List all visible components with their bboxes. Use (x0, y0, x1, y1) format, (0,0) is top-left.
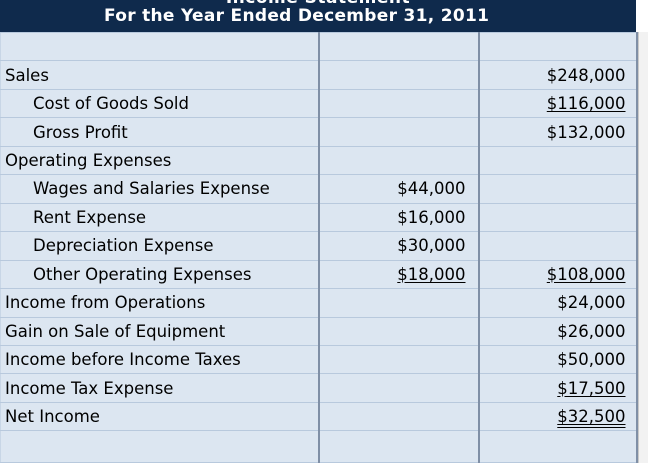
mid-amount[interactable]: $16,000 (317, 202, 479, 233)
table-row: Gain on Sale of Equipment $26,000 (0, 316, 638, 346)
total-amount[interactable] (477, 231, 638, 261)
row-label[interactable]: Sales (0, 60, 319, 90)
mid-amount[interactable] (317, 31, 479, 62)
total-amount[interactable]: $32,500 (477, 401, 638, 432)
table-row: Income from Operations $24,000 (0, 288, 638, 318)
amount-text: $108,000 (546, 264, 626, 284)
row-label[interactable]: Depreciation Expense (0, 231, 319, 261)
mid-amount[interactable] (317, 145, 479, 176)
mid-amount[interactable] (317, 344, 479, 375)
table-row: Wages and Salaries Expense $44,000 (0, 174, 638, 204)
row-label[interactable]: Other Operating Expenses (0, 259, 319, 290)
table-row: Rent Expense $16,000 (0, 202, 638, 233)
statement-period: For the Year Ended December 31, 2011 (104, 6, 490, 26)
mid-amount[interactable] (317, 60, 479, 90)
mid-amount[interactable] (317, 88, 479, 119)
table-row (0, 430, 638, 463)
table-row: Sales $248,000 (0, 60, 638, 90)
total-amount[interactable]: $108,000 (477, 259, 638, 290)
total-amount[interactable]: $50,000 (477, 344, 638, 375)
statement-title: Income Statement (0, 0, 636, 8)
mid-amount[interactable]: $30,000 (317, 231, 479, 261)
table-row: Gross Profit $132,000 (0, 117, 638, 147)
row-label[interactable]: Gross Profit (0, 117, 319, 147)
total-amount[interactable] (477, 430, 638, 463)
row-label[interactable] (0, 430, 319, 463)
amount-text: $18,000 (397, 264, 466, 284)
mid-amount[interactable] (317, 373, 479, 403)
total-amount[interactable]: $248,000 (477, 60, 638, 90)
table-row: Income Tax Expense $17,500 (0, 373, 638, 403)
mid-amount[interactable]: $44,000 (317, 174, 479, 204)
total-amount[interactable]: $24,000 (477, 288, 638, 318)
amount-text: $32,500 (557, 407, 626, 427)
row-label[interactable]: Cost of Goods Sold (0, 88, 319, 119)
table-row (0, 31, 638, 62)
mid-amount[interactable] (317, 401, 479, 432)
total-amount[interactable]: $132,000 (477, 117, 638, 147)
statement-table: Sales $248,000 Cost of Goods Sold $116,0… (0, 31, 638, 463)
row-label[interactable]: Income before Income Taxes (0, 344, 319, 375)
total-amount[interactable]: $17,500 (477, 373, 638, 403)
total-amount[interactable] (477, 31, 638, 62)
table-row: Other Operating Expenses $18,000 $108,00… (0, 259, 638, 290)
adjacent-column-edge (638, 32, 648, 463)
mid-amount[interactable] (317, 316, 479, 346)
table-row: Net Income $32,500 (0, 401, 638, 432)
row-label[interactable]: Income Tax Expense (0, 373, 319, 403)
row-label[interactable]: Income from Operations (0, 288, 319, 318)
row-label[interactable]: Rent Expense (0, 202, 319, 233)
amount-text: $116,000 (546, 94, 626, 114)
total-amount[interactable] (477, 202, 638, 233)
total-amount[interactable]: $116,000 (477, 88, 638, 119)
table-row: Depreciation Expense $30,000 (0, 231, 638, 261)
total-amount[interactable]: $26,000 (477, 316, 638, 346)
row-label[interactable]: Net Income (0, 401, 319, 432)
table-row: Cost of Goods Sold $116,000 (0, 88, 638, 119)
mid-amount[interactable] (317, 117, 479, 147)
total-amount[interactable] (477, 174, 638, 204)
total-amount[interactable] (477, 145, 638, 176)
row-label[interactable]: Wages and Salaries Expense (0, 174, 319, 204)
row-label[interactable]: Gain on Sale of Equipment (0, 316, 319, 346)
mid-amount[interactable] (317, 288, 479, 318)
statement-header: Income Statement For the Year Ended Dece… (0, 0, 636, 32)
amount-text: $17,500 (557, 378, 626, 398)
mid-amount[interactable] (317, 430, 479, 463)
table-row: Operating Expenses (0, 145, 638, 176)
row-label[interactable] (0, 31, 319, 62)
mid-amount[interactable]: $18,000 (317, 259, 479, 290)
row-label[interactable]: Operating Expenses (0, 145, 319, 176)
table-row: Income before Income Taxes $50,000 (0, 344, 638, 375)
